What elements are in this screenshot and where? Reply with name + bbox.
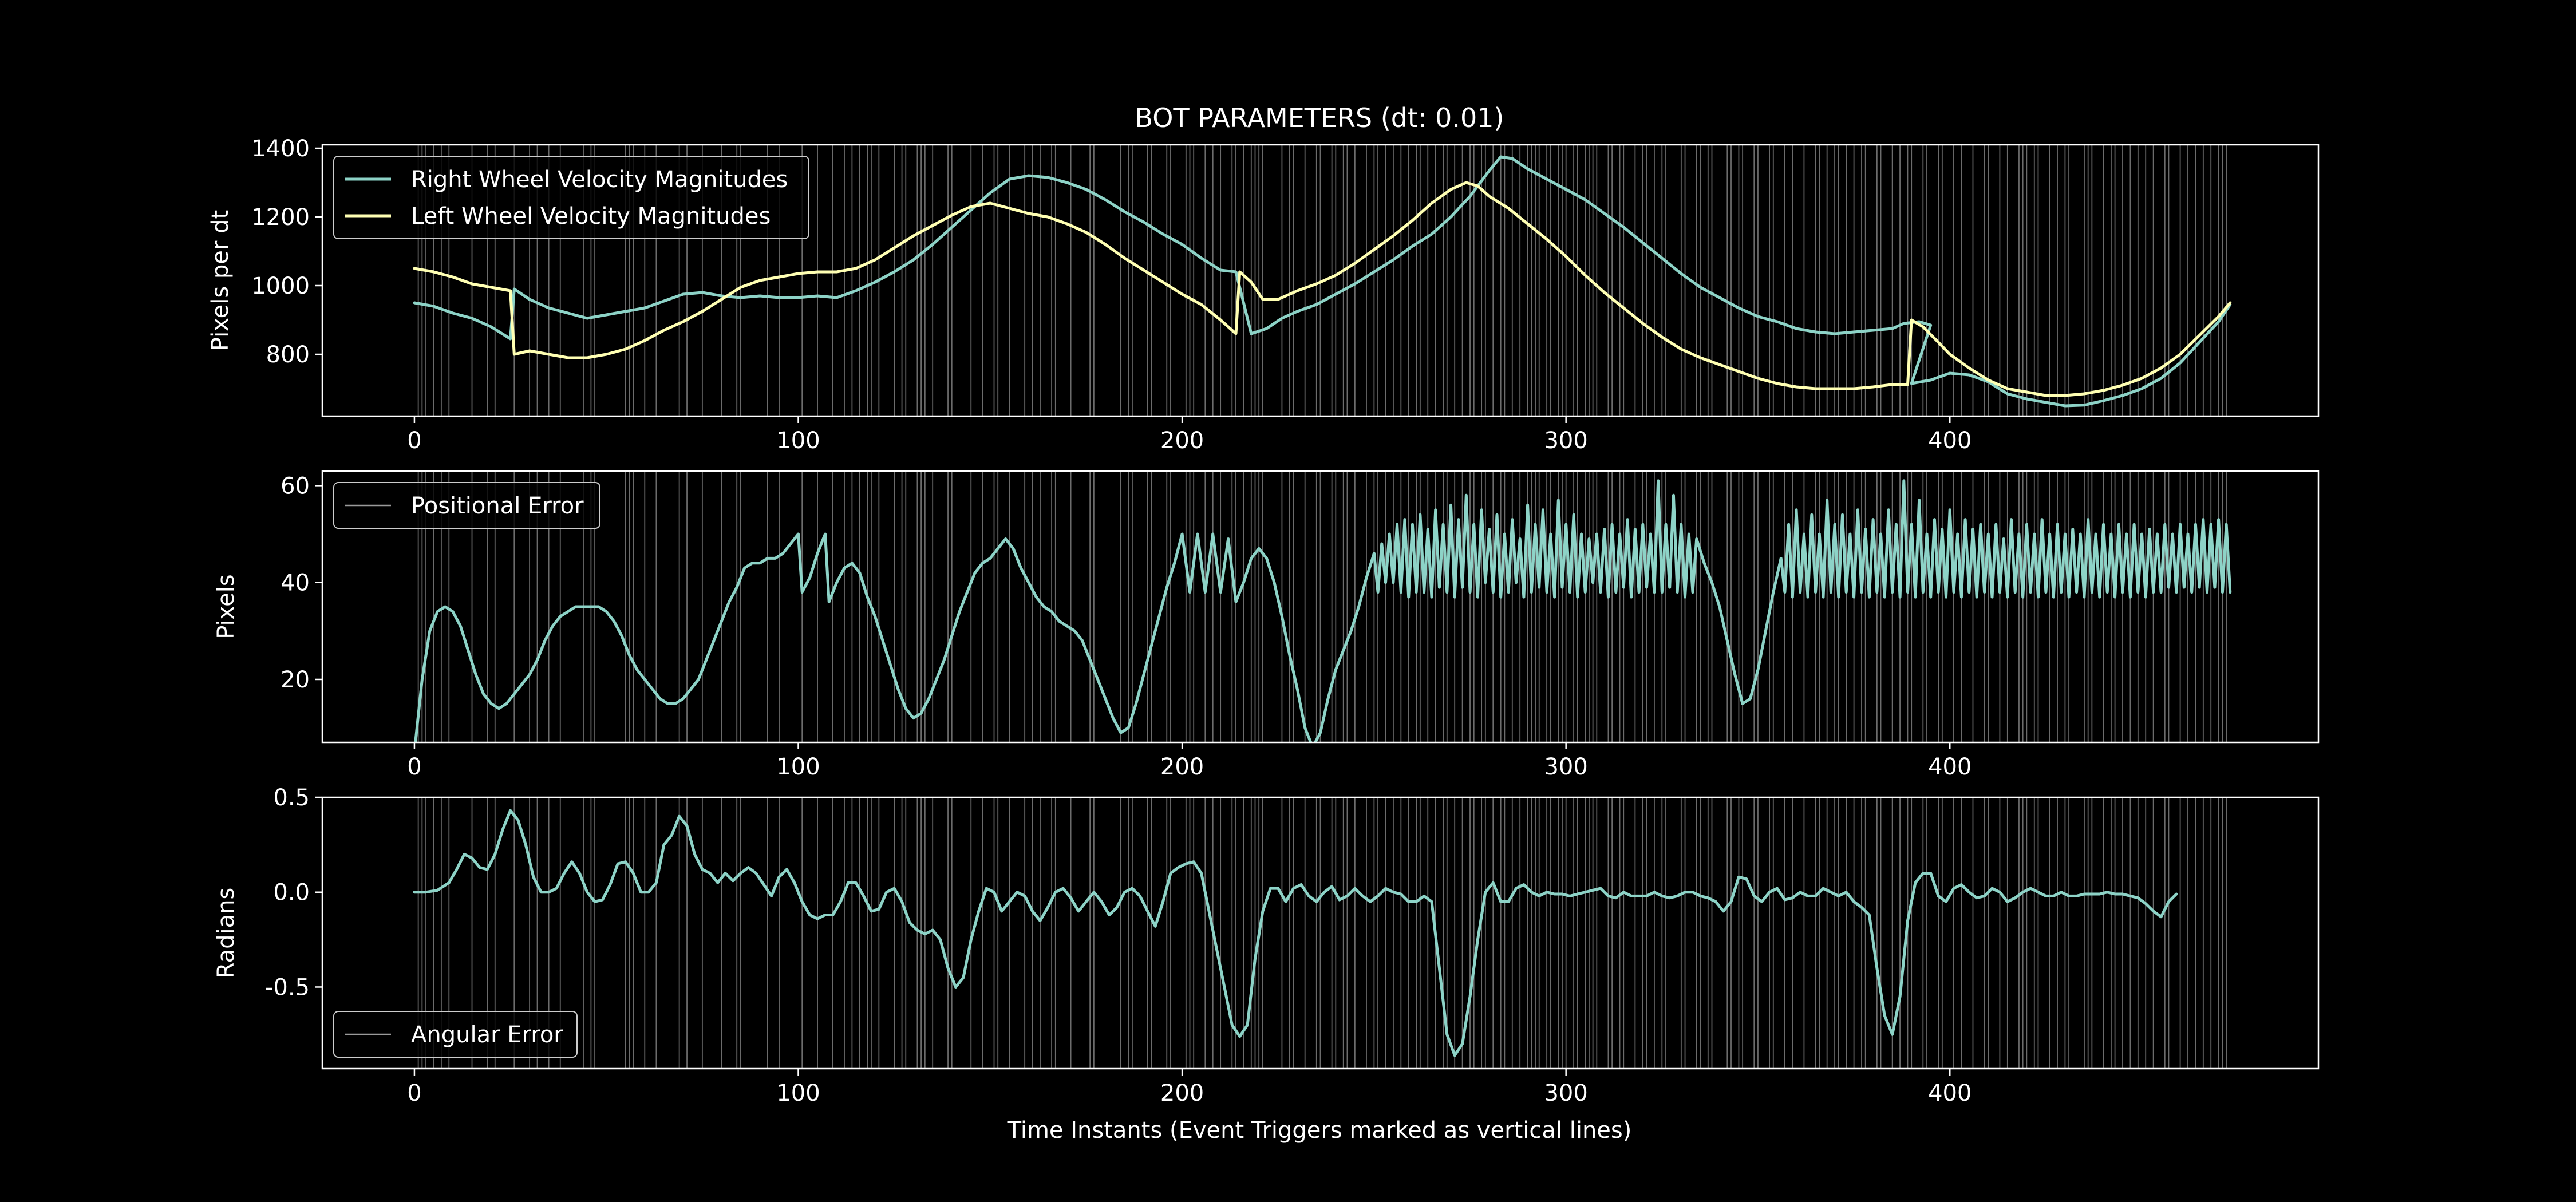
x-tick-label: 200 bbox=[1160, 754, 1204, 780]
x-tick-label: 300 bbox=[1544, 428, 1587, 454]
series-line bbox=[413, 809, 2178, 1057]
y-tick-label: 20 bbox=[280, 667, 310, 693]
x-axis-label: Time Instants (Event Triggers marked as … bbox=[1007, 1117, 1632, 1144]
x-tick-label: 400 bbox=[1928, 428, 1971, 454]
event-trigger-lines bbox=[417, 145, 2227, 416]
legend: Positional Error bbox=[333, 482, 600, 529]
y-tick-label: 1200 bbox=[251, 204, 310, 231]
series-line bbox=[413, 181, 2232, 397]
y-tick-label: 0.0 bbox=[273, 880, 310, 906]
legend: Angular Error bbox=[333, 1011, 578, 1058]
y-tick-label: 1400 bbox=[251, 136, 310, 162]
angular-error-panel: 0 100 200 300 400 -0.5 0.0 0.5 Radians Angular Er… bbox=[213, 785, 2320, 1106]
x-tick-label: 400 bbox=[1928, 1080, 1971, 1106]
y-axis-label: Pixels bbox=[213, 574, 239, 639]
legend-box bbox=[333, 1011, 578, 1058]
x-tick-label: 100 bbox=[776, 428, 820, 454]
event-trigger-lines bbox=[417, 797, 2227, 1069]
x-tick-label: 200 bbox=[1160, 428, 1204, 454]
x-tick-label: 100 bbox=[776, 754, 820, 780]
legend-label: Angular Error bbox=[411, 1022, 563, 1048]
y-tick-label: 800 bbox=[266, 342, 310, 368]
plot-frame bbox=[321, 796, 2320, 1070]
y-tick-label: 1000 bbox=[251, 273, 310, 299]
legend-label: Right Wheel Velocity Magnitudes bbox=[411, 167, 788, 193]
y-tick-label: 60 bbox=[280, 473, 310, 499]
series-group bbox=[414, 479, 2232, 742]
y-axis-label: Pixels per dt bbox=[207, 210, 234, 351]
figure-title: BOT PARAMETERS (dt: 0.01) bbox=[1135, 102, 1504, 133]
x-tick-label: 400 bbox=[1928, 754, 1971, 780]
legend: Right Wheel Velocity Magnitudes Left Whee… bbox=[333, 156, 809, 239]
y-tick-label: 0.5 bbox=[273, 785, 310, 811]
series-line bbox=[414, 479, 2232, 742]
x-tick-label: 0 bbox=[407, 428, 421, 454]
x-tick-label: 300 bbox=[1544, 754, 1587, 780]
y-axis-label: Radians bbox=[213, 888, 239, 979]
legend-label: Positional Error bbox=[411, 493, 584, 519]
x-tick-label: 300 bbox=[1544, 1080, 1587, 1106]
series-group bbox=[413, 155, 2232, 408]
y-tick-label: 40 bbox=[280, 570, 310, 596]
x-tick-label: 0 bbox=[407, 754, 421, 780]
plot-frame bbox=[321, 144, 2320, 417]
legend-box bbox=[333, 156, 809, 239]
x-tick-label: 100 bbox=[776, 1080, 820, 1106]
series-group bbox=[413, 809, 2178, 1057]
x-tick-label: 0 bbox=[407, 1080, 421, 1106]
legend-label: Left Wheel Velocity Magnitudes bbox=[411, 203, 771, 230]
y-tick-label: -0.5 bbox=[265, 974, 310, 1001]
plot-frame bbox=[321, 470, 2320, 744]
legend-box bbox=[333, 482, 600, 529]
velocity-panel: 0 100 200 300 400 800 1000 1200 1400 Pixels per d… bbox=[207, 136, 2320, 454]
x-tick-label: 200 bbox=[1160, 1080, 1204, 1106]
series-line bbox=[413, 155, 2232, 408]
positional-error-panel: 0 100 200 300 400 20 40 60 Pixels Positional Erro… bbox=[213, 470, 2320, 780]
event-trigger-lines bbox=[417, 471, 2227, 742]
